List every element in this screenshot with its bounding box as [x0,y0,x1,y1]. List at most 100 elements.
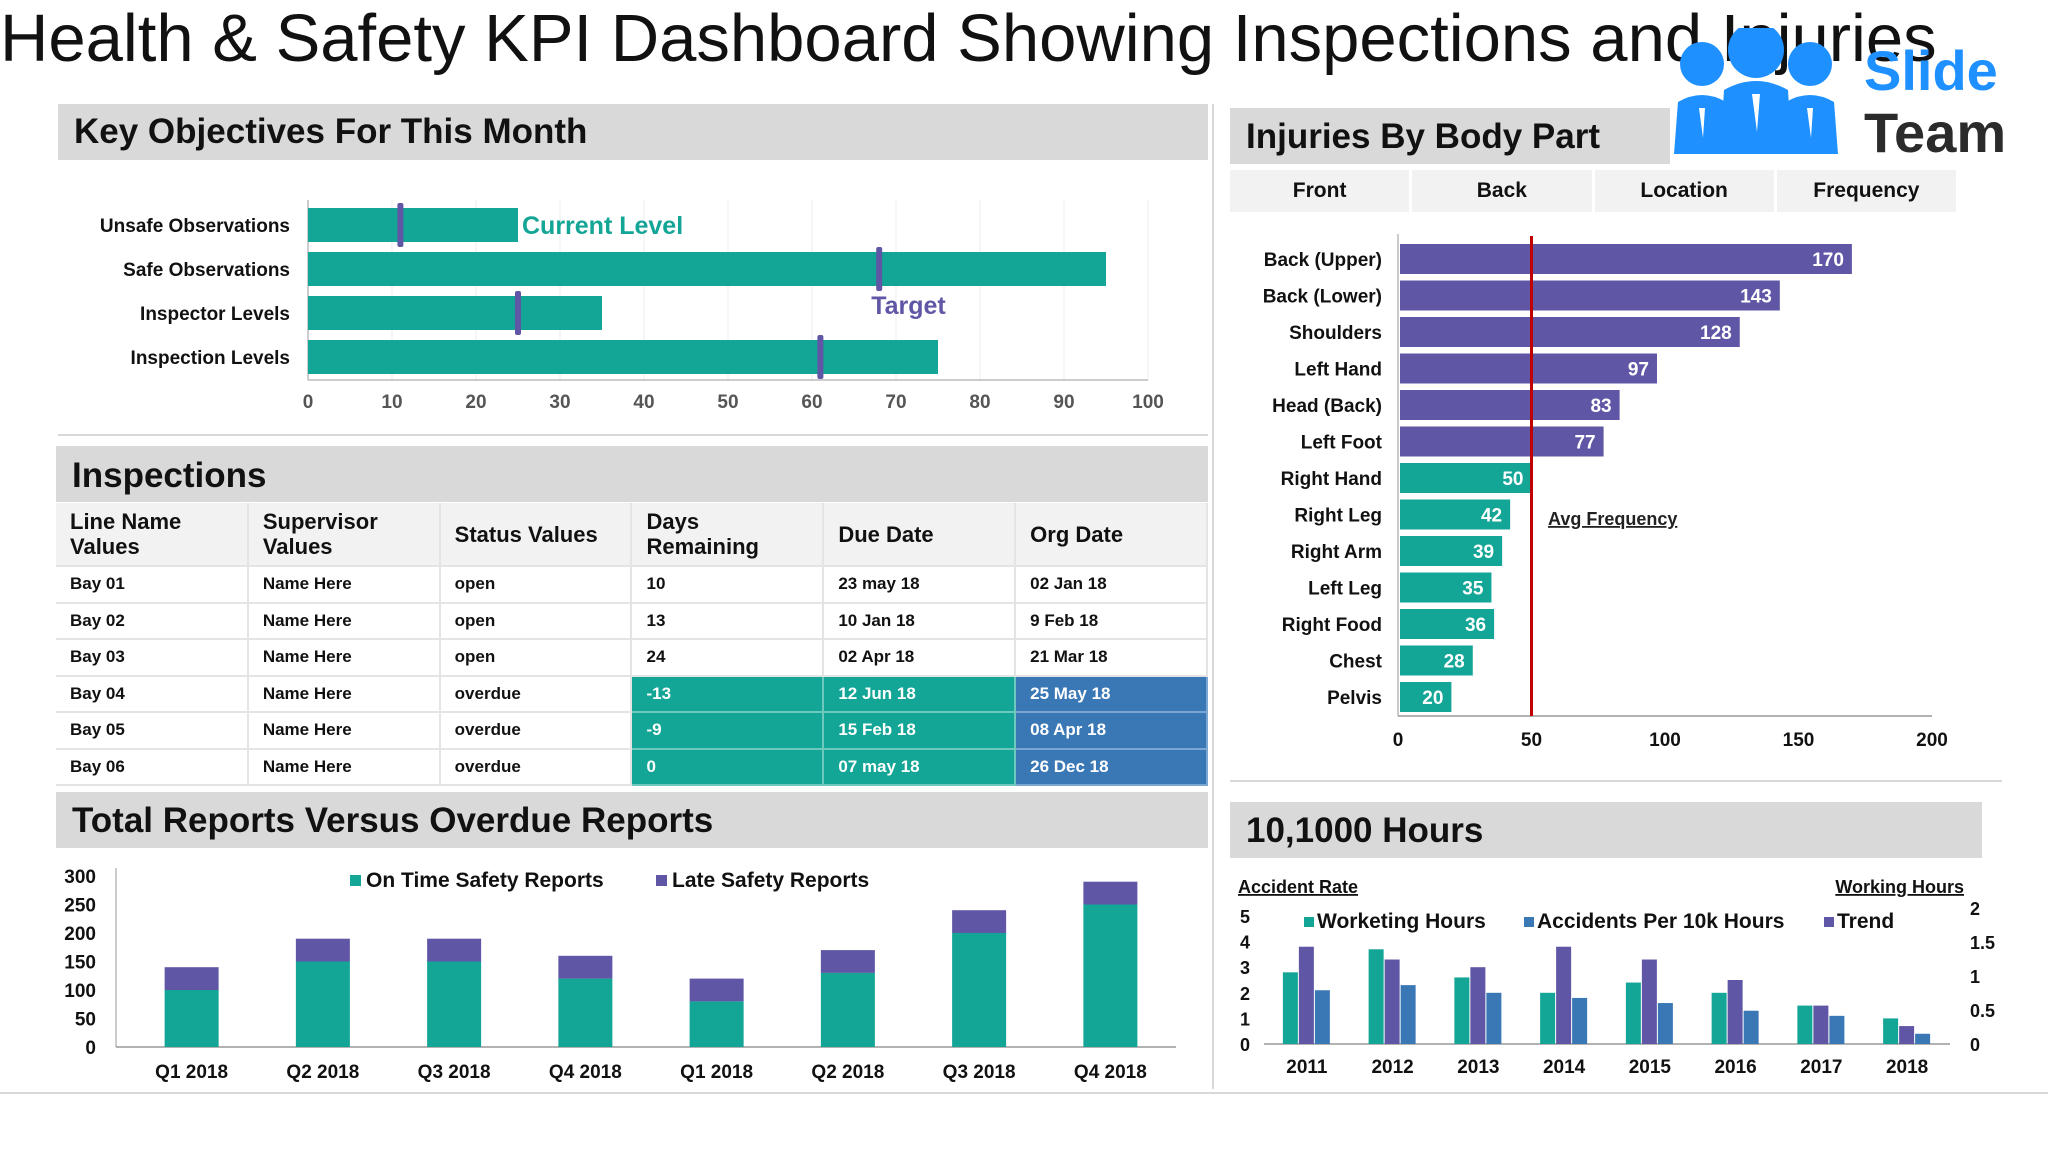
page-title: Health & Safety KPI Dashboard Showing In… [0,1,1937,76]
cell-status: overdue [439,675,633,713]
left-tick-label: 0 [1240,1035,1250,1055]
late-bar [1083,881,1138,905]
tab-back[interactable]: Back [1412,170,1592,212]
injury-bar [1400,499,1511,530]
x-tick-label: Q3 2018 [418,1062,491,1083]
hours-bar [1282,972,1298,1044]
late-bar [689,978,744,1002]
cell-supervisor: Name Here [247,712,441,750]
left-tick-label: 2 [1240,984,1250,1004]
injuries-header-text: Injuries By Body Part [1246,117,1600,156]
table-row: Bay 02 Name Here open 13 10 Jan 18 9 Feb 18 [56,602,1208,640]
on-time-bar [558,978,613,1047]
hours-bar [1470,967,1486,1044]
legend-label-late: Late Safety Reports [672,869,869,892]
cell-line-name: Bay 04 [56,675,249,713]
accident-rate-label: Accident Rate [1238,877,1358,897]
tab-frequency[interactable]: Frequency [1776,170,1956,212]
objectives-header-text: Key Objectives For This Month [74,112,588,151]
hours-bar [1625,982,1641,1044]
y-tick-label: 150 [64,953,96,974]
hours-bar [1400,985,1416,1044]
hours-bar [1797,1005,1813,1044]
right-tick-label: 1.5 [1970,933,1995,953]
injury-bar [1400,682,1452,712]
cell-org-date: 26 Dec 18 [1015,748,1208,786]
injuries-header: Injuries By Body Part [1230,108,1670,164]
cell-days-remaining: 13 [631,602,825,640]
injury-bar [1400,572,1492,603]
cell-supervisor: Name Here [247,748,441,786]
on-time-bar [689,1001,744,1047]
x-tick-label: 40 [633,392,654,413]
table-row: Bay 01 Name Here open 10 23 may 18 02 Jan 18 [56,566,1208,604]
injury-value-label: 143 [1740,287,1772,308]
y-tick-label: 300 [64,867,96,888]
body-part-label: Back (Lower) [1263,287,1382,308]
injury-bar [1400,426,1604,457]
cell-status: overdue [439,748,633,786]
cell-due-date: 12 Jun 18 [823,675,1017,713]
injury-value-label: 128 [1700,323,1732,344]
x-tick-label: 70 [885,392,906,413]
tab-front[interactable]: Front [1230,170,1410,212]
x-tick-label: 2011 [1286,1057,1328,1078]
injury-bar [1400,280,1780,311]
cell-org-date: 21 Mar 18 [1015,639,1208,677]
cell-due-date: 02 Apr 18 [823,639,1017,677]
y-tick-label: 100 [64,981,96,1002]
divider-injuries [1230,780,2002,782]
left-tick-label: 4 [1240,933,1250,953]
current-level-bar [308,340,938,374]
col-org-date: Org Date [1015,503,1208,567]
injuries-tabs: Front Back Location Frequency [1230,170,1956,212]
hours-bar [1540,992,1556,1044]
current-level-bar [308,252,1106,286]
cell-line-name: Bay 05 [56,712,249,750]
category-label: Unsafe Observations [100,216,290,237]
injuries-chart: 0 50 100 150 200 Back (Upper) 170 Back (Lower) 1… [1263,234,1948,751]
working-hours-label: Working Hours [1835,877,1964,897]
x-tick-label: 0 [303,392,314,413]
on-time-bar [1083,904,1138,1047]
body-part-label: Left Foot [1301,433,1383,454]
legend-label: Worketing Hours [1317,910,1486,933]
hours-bar [1727,980,1743,1044]
right-tick-label: 1 [1970,967,1980,987]
x-tick-label: 2013 [1457,1057,1499,1078]
cell-org-date: 25 May 18 [1015,675,1208,713]
hours-header: 10,1000 Hours [1230,802,1982,858]
cell-days-remaining: 24 [631,639,825,677]
injury-value-label: 170 [1812,250,1844,271]
objectives-chart: 0 10 20 30 40 50 60 70 80 90 100 Unsafe Observation… [100,200,1164,413]
cell-line-name: Bay 01 [56,566,249,604]
tab-location[interactable]: Location [1594,170,1774,212]
x-tick-label: Q2 2018 [286,1062,359,1083]
col-supervisor: Supervisor Values [247,503,441,567]
on-time-bar [820,972,875,1047]
avg-frequency-label: Avg Frequency [1548,509,1677,529]
current-level-annotation: Current Level [522,212,683,240]
cell-line-name: Bay 02 [56,602,249,640]
cell-status: open [439,602,633,640]
x-tick-label: Q2 2018 [811,1062,884,1083]
late-bar [820,950,875,973]
logo-text-slide: Slide [1864,39,1998,102]
x-tick-label: 80 [969,392,990,413]
hours-chart: Accident Rate Working Hours 5 4 3 2 1 0 2 1.5 1 0.5… [1238,877,1995,1078]
hours-bar [1454,977,1470,1044]
cell-status: open [439,566,633,604]
table-row: Bay 03 Name Here open 24 02 Apr 18 21 Mar 18 [56,639,1208,677]
body-part-label: Left Hand [1294,360,1382,381]
category-label: Inspection Levels [131,348,290,369]
x-tick-label: 50 [717,392,738,413]
cell-due-date: 10 Jan 18 [823,602,1017,640]
target-marker [817,335,824,379]
late-bar [952,910,1007,933]
x-tick-label: 2016 [1714,1057,1756,1078]
x-tick-label: Q4 2018 [1074,1062,1147,1083]
late-bar [558,955,613,979]
injury-bar [1400,463,1532,493]
category-label: Inspector Levels [140,304,290,325]
injury-bar [1400,609,1495,639]
